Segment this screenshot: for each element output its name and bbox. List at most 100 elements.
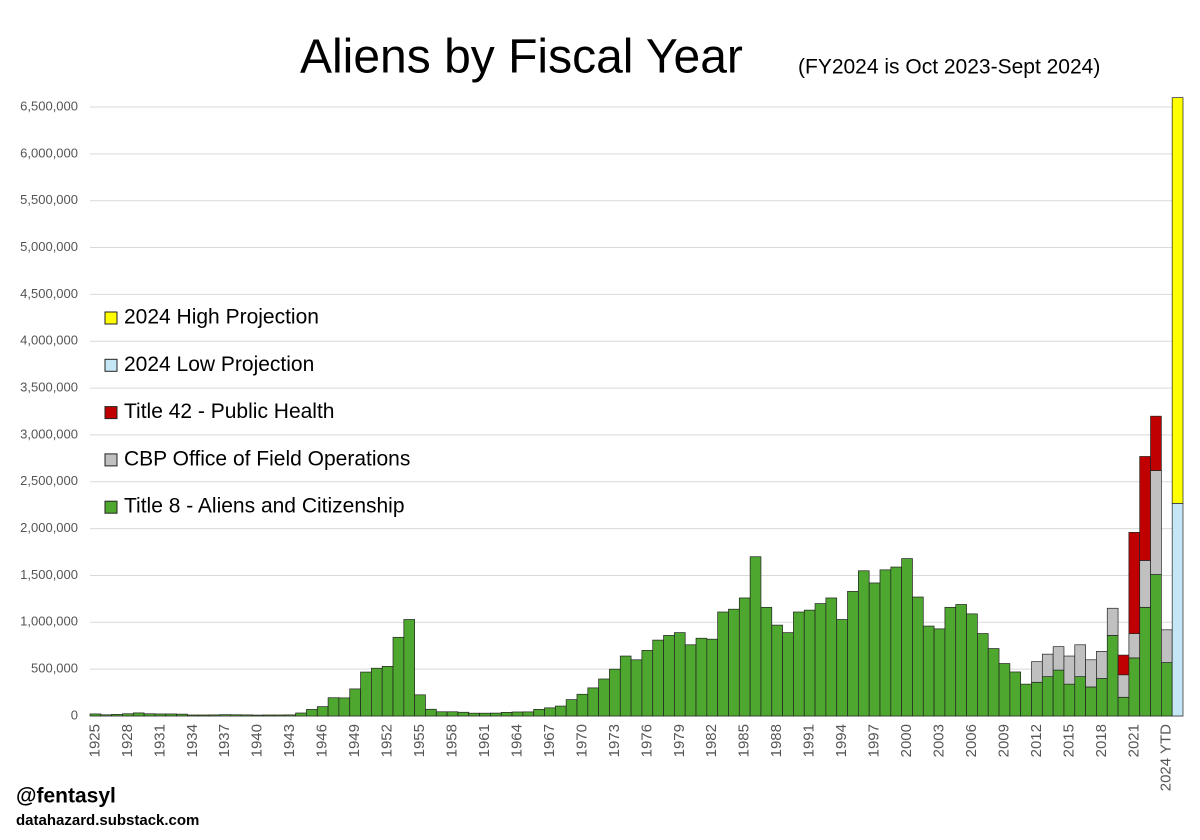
bar-segment	[360, 671, 372, 717]
legend-label: 2024 High Projection	[124, 306, 319, 329]
bar-segment	[1031, 661, 1043, 683]
bar-segment	[987, 648, 1000, 717]
bar-segment	[176, 713, 188, 717]
bar-segment	[1128, 532, 1141, 634]
bar-segment	[1171, 97, 1184, 504]
bar-segment	[219, 714, 232, 717]
bar-segment	[684, 644, 697, 717]
bar-segment	[1139, 456, 1151, 561]
bar-segment	[1096, 678, 1108, 717]
bar-segment	[241, 714, 253, 717]
x-tick-label: 1964	[508, 724, 525, 757]
x-tick-label: 1931	[151, 724, 168, 757]
bar-segment	[641, 650, 654, 717]
bar-segment	[165, 713, 177, 717]
bar-segment	[197, 714, 210, 717]
x-tick-label: 1961	[476, 724, 493, 757]
x-tick-label: 1979	[671, 724, 688, 757]
bar-segment	[738, 597, 751, 717]
bar-segment	[1117, 696, 1130, 717]
bar-segment	[1074, 676, 1086, 717]
bar-segment	[284, 714, 296, 717]
bar-segment	[728, 608, 740, 717]
bar-segment	[306, 709, 318, 717]
legend-label: Title 8 - Aliens and Citizenship	[124, 495, 405, 518]
bar-segment	[425, 708, 437, 717]
bar-segment	[500, 711, 513, 717]
x-tick-label: 1976	[638, 724, 655, 757]
x-tick-label: 1958	[443, 724, 460, 757]
x-tick-label: 2018	[1093, 724, 1110, 757]
bar-segment	[1117, 674, 1130, 698]
bar-segment	[619, 655, 632, 717]
bar-segment	[208, 714, 221, 717]
bar-segment	[717, 611, 729, 717]
x-tick-label: 1991	[801, 724, 818, 757]
bar-segment	[966, 613, 978, 717]
bar-segment	[122, 713, 134, 717]
x-tick-label: 1925	[86, 724, 103, 757]
bar-segment	[295, 712, 307, 717]
x-tick-label: 2006	[963, 724, 980, 757]
x-tick-label: 1985	[736, 724, 753, 757]
bar-segment	[1041, 676, 1054, 717]
bar-segment	[879, 569, 892, 717]
bar-segment	[273, 714, 286, 717]
bar-segment	[1020, 683, 1032, 717]
bar-segment	[1161, 662, 1173, 717]
chart-title: Aliens by Fiscal Year	[300, 31, 743, 84]
x-tick-label: 1997	[866, 724, 883, 757]
bar-segment	[1117, 654, 1130, 676]
bar-segment	[760, 606, 773, 717]
bar-segment	[1063, 655, 1076, 685]
x-tick-label: 1937	[216, 724, 233, 757]
x-tick-label: 1970	[573, 724, 590, 757]
bar-segment	[782, 632, 794, 717]
y-tick-label: 1,000,000	[20, 614, 78, 629]
bar-segment	[825, 597, 838, 717]
bar-segment	[403, 619, 416, 717]
x-tick-label: 1955	[411, 724, 428, 757]
y-tick-label: 1,500,000	[20, 567, 78, 582]
legend-label: 2024 Low Projection	[124, 353, 314, 376]
bar-segment	[511, 711, 524, 717]
y-tick-label: 4,000,000	[20, 333, 78, 348]
bar-segment	[1106, 607, 1119, 636]
bar-segment	[457, 711, 470, 717]
bar-segment	[933, 628, 946, 717]
bar-segment	[1041, 653, 1054, 677]
bar-segment	[576, 693, 589, 717]
bar-segment	[154, 713, 167, 717]
bar-segment	[522, 711, 535, 717]
bar-segment	[371, 667, 383, 717]
bar-segment	[544, 707, 556, 717]
bar-segment	[695, 637, 708, 717]
bar-segment	[89, 713, 102, 717]
legend-swatch	[104, 500, 118, 514]
bar-segment	[1096, 651, 1108, 679]
y-tick-label: 5,500,000	[20, 192, 78, 207]
bar-segment	[1052, 646, 1065, 671]
x-tick-label: 1967	[541, 724, 558, 757]
x-tick-label: 1988	[768, 724, 785, 757]
x-tick-label: 2009	[995, 724, 1012, 757]
x-tick-label: 1952	[379, 724, 396, 757]
bar-segment	[890, 566, 902, 717]
y-tick-label: 2,500,000	[20, 473, 78, 488]
bar-segment	[1128, 633, 1141, 659]
bar-segment	[1139, 560, 1151, 608]
bar-segment	[836, 619, 848, 717]
bar-segment	[111, 714, 123, 717]
x-tick-label: 1973	[606, 724, 623, 757]
bar-segment	[554, 705, 567, 717]
bar-segment	[1063, 683, 1076, 717]
x-tick-label: 2021	[1125, 724, 1142, 757]
x-tick-label: 2003	[930, 724, 947, 757]
bar-segment	[868, 582, 881, 717]
bar-segment	[327, 697, 340, 717]
bar-segment	[1171, 502, 1184, 717]
x-tick-label: 1934	[184, 724, 201, 757]
bar-segment	[533, 708, 545, 717]
bar-segment	[793, 611, 805, 717]
bar-segment	[446, 711, 459, 717]
